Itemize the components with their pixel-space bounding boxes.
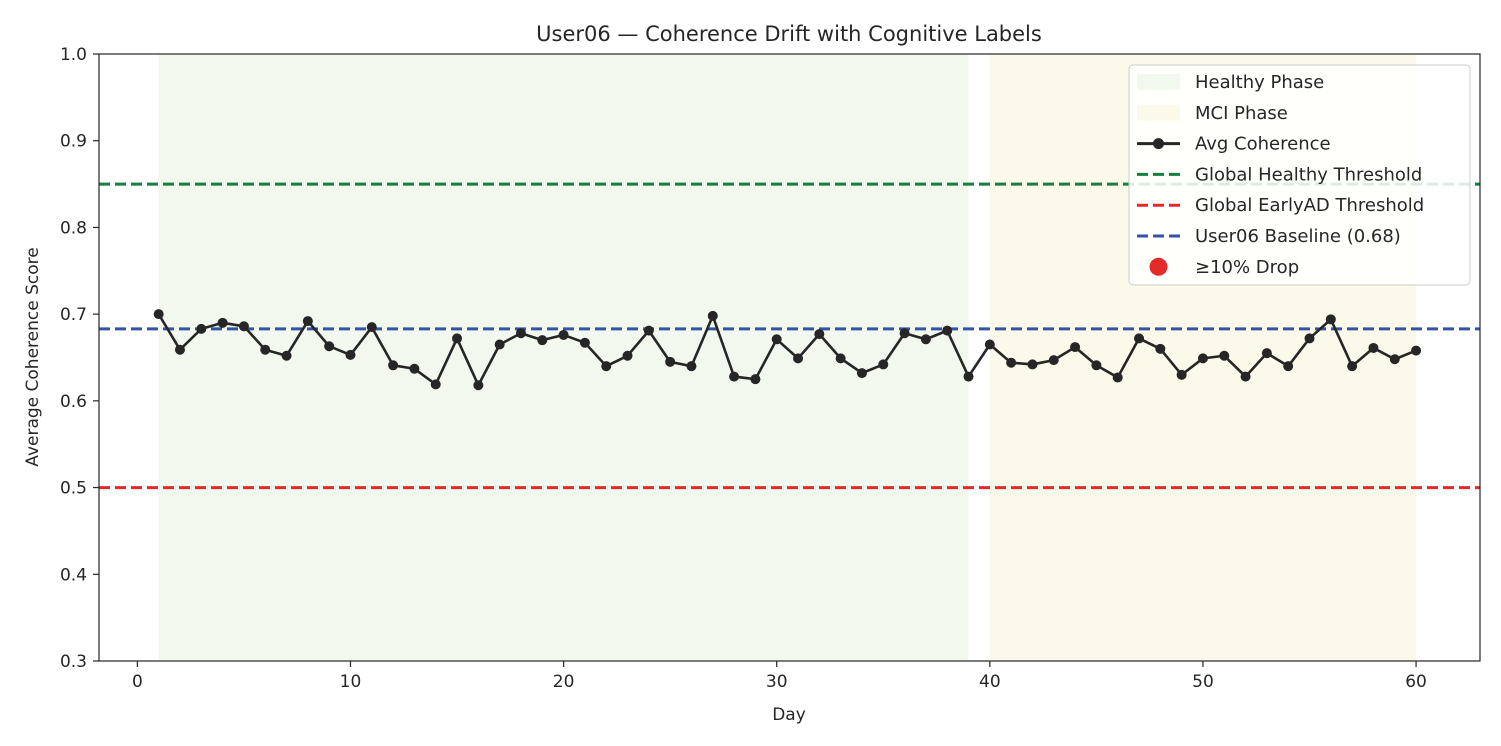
data-point bbox=[920, 334, 931, 345]
x-axis: 0 10 20 30 40 50 60 bbox=[132, 661, 1427, 692]
y-tick-label: 0.7 bbox=[60, 305, 87, 325]
data-point bbox=[174, 344, 185, 355]
legend-swatch bbox=[1137, 74, 1180, 90]
data-point bbox=[409, 363, 420, 374]
legend-label: Global EarlyAD Threshold bbox=[1195, 195, 1424, 216]
y-axis-label: Average Coherence Score bbox=[23, 247, 43, 466]
data-point bbox=[1325, 314, 1336, 325]
y-tick-label: 0.9 bbox=[60, 132, 87, 152]
y-tick-label: 0.4 bbox=[60, 565, 87, 585]
data-point bbox=[1048, 355, 1059, 366]
x-tick-label: 20 bbox=[553, 672, 575, 692]
y-tick-label: 0.8 bbox=[60, 218, 87, 238]
data-point bbox=[1283, 361, 1294, 372]
data-point bbox=[579, 337, 590, 348]
data-point bbox=[622, 350, 633, 361]
data-point bbox=[1197, 353, 1208, 364]
data-point bbox=[473, 380, 484, 391]
legend-label: User06 Baseline (0.68) bbox=[1195, 226, 1401, 247]
data-point bbox=[750, 374, 761, 385]
data-point bbox=[856, 368, 867, 379]
data-point bbox=[494, 339, 505, 350]
data-point bbox=[1027, 359, 1038, 370]
data-point bbox=[963, 371, 974, 382]
data-point bbox=[153, 309, 164, 320]
y-tick-label: 0.3 bbox=[60, 652, 87, 672]
data-point bbox=[238, 321, 249, 332]
data-point bbox=[430, 379, 441, 390]
data-point bbox=[984, 339, 995, 350]
y-axis: 0.3 0.4 0.5 0.6 0.7 0.8 0.9 1.0 bbox=[60, 45, 99, 672]
legend-label: Avg Coherence bbox=[1195, 134, 1331, 155]
data-point bbox=[814, 329, 825, 340]
data-point bbox=[388, 360, 399, 371]
data-point bbox=[707, 310, 718, 321]
data-point bbox=[366, 322, 377, 333]
data-point bbox=[1091, 360, 1102, 371]
data-point bbox=[558, 329, 569, 340]
data-point bbox=[686, 361, 697, 372]
data-point bbox=[601, 361, 612, 372]
data-point bbox=[260, 344, 271, 355]
data-point bbox=[1155, 343, 1166, 354]
x-tick-label: 0 bbox=[132, 672, 143, 692]
data-point bbox=[1134, 333, 1145, 344]
data-point bbox=[1240, 371, 1251, 382]
data-point bbox=[1347, 361, 1358, 372]
data-point bbox=[793, 353, 804, 364]
data-point bbox=[835, 353, 846, 364]
data-point bbox=[281, 350, 292, 361]
legend-label: ≥10% Drop bbox=[1195, 257, 1299, 278]
x-tick-label: 50 bbox=[1192, 672, 1214, 692]
data-point bbox=[1112, 372, 1123, 383]
y-tick-label: 0.6 bbox=[60, 392, 87, 412]
data-point bbox=[302, 316, 313, 327]
data-point bbox=[1411, 345, 1422, 356]
chart-title: User06 — Coherence Drift with Cognitive … bbox=[536, 22, 1042, 46]
data-point bbox=[729, 371, 740, 382]
data-point bbox=[452, 333, 463, 344]
data-point bbox=[878, 359, 889, 370]
series-group bbox=[153, 309, 1422, 391]
data-point bbox=[345, 349, 356, 360]
data-point bbox=[1304, 333, 1315, 344]
legend-swatch-marker bbox=[1153, 138, 1164, 150]
data-point bbox=[1389, 354, 1400, 365]
phase-band-0 bbox=[158, 54, 969, 661]
data-point bbox=[1070, 342, 1081, 353]
data-point bbox=[1006, 357, 1017, 368]
y-tick-label: 1.0 bbox=[60, 45, 87, 65]
data-point bbox=[196, 323, 207, 334]
legend-swatch bbox=[1137, 104, 1180, 121]
data-point bbox=[942, 325, 953, 336]
data-point bbox=[771, 334, 782, 345]
data-point bbox=[1261, 348, 1272, 359]
data-point bbox=[1368, 342, 1379, 353]
legend-label: Global Healthy Threshold bbox=[1195, 164, 1422, 185]
legend-label: Healthy Phase bbox=[1195, 72, 1324, 93]
data-point bbox=[324, 341, 335, 352]
threshold-lines bbox=[99, 182, 1480, 490]
x-tick-label: 40 bbox=[979, 672, 1001, 692]
plot-frame bbox=[98, 53, 1481, 662]
x-axis-label: Day bbox=[772, 705, 806, 725]
x-tick-label: 60 bbox=[1405, 672, 1427, 692]
data-point bbox=[515, 328, 526, 339]
legend-swatch bbox=[1149, 257, 1168, 276]
legend-box bbox=[1128, 64, 1471, 286]
data-point bbox=[665, 356, 676, 367]
legend: Healthy Phase MCI Phase Avg Coherence Globa… bbox=[1128, 64, 1471, 286]
legend-label: MCI Phase bbox=[1195, 103, 1288, 124]
data-point bbox=[899, 328, 910, 339]
data-point bbox=[217, 317, 228, 328]
y-tick-label: 0.5 bbox=[60, 479, 87, 499]
phase-bands bbox=[158, 54, 1417, 661]
data-point bbox=[643, 325, 654, 336]
data-point bbox=[537, 335, 548, 346]
data-point bbox=[1219, 350, 1230, 361]
data-point bbox=[1176, 369, 1187, 380]
x-tick-label: 30 bbox=[766, 672, 788, 692]
x-tick-label: 10 bbox=[340, 672, 362, 692]
